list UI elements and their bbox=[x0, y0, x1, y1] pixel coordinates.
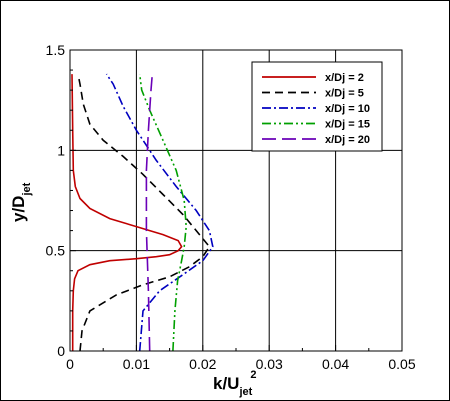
x-tick-label: 0.04 bbox=[322, 356, 349, 372]
series-line-4 bbox=[138, 74, 188, 352]
legend: x/Dj = 2 x/Dj = 5 x/Dj = 10 x/Dj = 15 x/Dj =… bbox=[251, 61, 383, 152]
y-tick-label: 0.5 bbox=[46, 243, 66, 259]
y-tick-label: 1.5 bbox=[46, 42, 66, 58]
x-tick-label: 0 bbox=[66, 356, 74, 372]
series-line-3 bbox=[105, 73, 214, 352]
legend-label: x/Dj = 5 bbox=[325, 88, 364, 100]
y-tick-label: 1 bbox=[57, 142, 65, 158]
series-line-5 bbox=[145, 74, 154, 352]
series-line-2 bbox=[77, 73, 211, 352]
legend-label: x/Dj = 15 bbox=[325, 119, 370, 131]
y-axis-title: y/Djet bbox=[9, 182, 33, 222]
axis-ticks: 0 0.01 0.02 0.03 0.04 0.05 0 0.5 1 1.5 bbox=[46, 42, 416, 372]
series-line-1 bbox=[71, 74, 183, 351]
x-tick-label: 0.02 bbox=[189, 356, 216, 372]
legend-label: x/Dj = 20 bbox=[325, 134, 370, 146]
legend-label: x/Dj = 2 bbox=[325, 72, 364, 84]
x-axis-title: k/Ujet2 bbox=[213, 369, 256, 398]
y-tick-label: 0 bbox=[57, 343, 65, 359]
x-tick-label: 0.05 bbox=[388, 356, 415, 372]
x-tick-label: 0.03 bbox=[256, 356, 283, 372]
x-tick-label: 0.01 bbox=[123, 356, 150, 372]
series-layer bbox=[71, 73, 214, 352]
legend-label: x/Dj = 10 bbox=[325, 103, 370, 115]
